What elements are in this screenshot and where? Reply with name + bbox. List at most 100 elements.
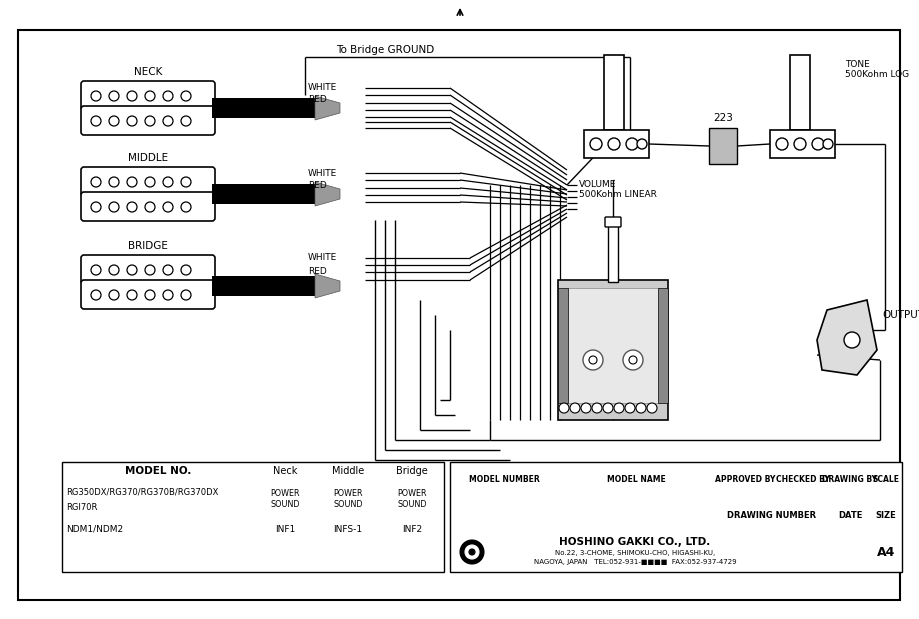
Bar bbox=[789, 55, 809, 130]
Circle shape bbox=[181, 265, 191, 275]
Circle shape bbox=[91, 265, 101, 275]
Text: INF2: INF2 bbox=[402, 524, 422, 534]
Text: VOLUME
500Kohm LINEAR: VOLUME 500Kohm LINEAR bbox=[578, 180, 656, 199]
Circle shape bbox=[91, 91, 101, 101]
Text: OUTPUT: OUTPUT bbox=[881, 310, 919, 320]
Circle shape bbox=[163, 91, 173, 101]
Circle shape bbox=[108, 116, 119, 126]
Text: RED: RED bbox=[308, 95, 326, 105]
Circle shape bbox=[588, 356, 596, 364]
Circle shape bbox=[181, 202, 191, 212]
Text: POWER
SOUND: POWER SOUND bbox=[333, 489, 362, 509]
FancyBboxPatch shape bbox=[81, 255, 215, 284]
Circle shape bbox=[843, 332, 859, 348]
Circle shape bbox=[91, 116, 101, 126]
Text: RED: RED bbox=[308, 181, 326, 191]
Circle shape bbox=[559, 403, 568, 413]
Circle shape bbox=[91, 177, 101, 187]
Circle shape bbox=[469, 549, 474, 555]
Circle shape bbox=[127, 91, 137, 101]
Circle shape bbox=[145, 177, 154, 187]
Circle shape bbox=[163, 290, 173, 300]
Bar bbox=[211, 98, 314, 118]
Text: MODEL NO.: MODEL NO. bbox=[125, 466, 191, 476]
Circle shape bbox=[464, 545, 479, 559]
FancyBboxPatch shape bbox=[605, 217, 620, 227]
Circle shape bbox=[581, 403, 590, 413]
Circle shape bbox=[145, 290, 154, 300]
Circle shape bbox=[793, 138, 805, 150]
Text: INF1: INF1 bbox=[275, 524, 295, 534]
Circle shape bbox=[570, 403, 579, 413]
Bar bbox=[769, 130, 834, 158]
Circle shape bbox=[145, 202, 154, 212]
Circle shape bbox=[591, 403, 601, 413]
Text: 223: 223 bbox=[712, 113, 732, 123]
Text: Middle: Middle bbox=[332, 466, 364, 476]
Circle shape bbox=[622, 350, 642, 370]
FancyBboxPatch shape bbox=[81, 106, 215, 135]
Circle shape bbox=[635, 403, 645, 413]
Bar bbox=[558, 280, 667, 420]
Text: WHITE: WHITE bbox=[308, 168, 337, 178]
Text: RG350DX/RG370/RG370B/RG370DX: RG350DX/RG370/RG370B/RG370DX bbox=[66, 488, 218, 496]
Circle shape bbox=[108, 177, 119, 187]
Circle shape bbox=[163, 265, 173, 275]
Circle shape bbox=[602, 403, 612, 413]
Polygon shape bbox=[314, 274, 340, 298]
Text: SCALE: SCALE bbox=[871, 475, 899, 485]
Circle shape bbox=[127, 202, 137, 212]
Circle shape bbox=[145, 116, 154, 126]
Bar bbox=[709, 128, 736, 164]
Circle shape bbox=[127, 290, 137, 300]
Text: SIZE: SIZE bbox=[875, 511, 895, 521]
Bar bbox=[607, 220, 618, 282]
FancyBboxPatch shape bbox=[81, 280, 215, 309]
Circle shape bbox=[163, 116, 173, 126]
Circle shape bbox=[625, 138, 637, 150]
Text: NAGOYA, JAPAN   TEL:052-931-■■■■  FAX:052-937-4729: NAGOYA, JAPAN TEL:052-931-■■■■ FAX:052-9… bbox=[533, 559, 735, 565]
Circle shape bbox=[127, 177, 137, 187]
Circle shape bbox=[91, 202, 101, 212]
Text: RGI70R: RGI70R bbox=[66, 503, 97, 511]
Circle shape bbox=[108, 202, 119, 212]
Circle shape bbox=[629, 356, 636, 364]
Text: Bridge: Bridge bbox=[396, 466, 427, 476]
Text: To Bridge GROUND: To Bridge GROUND bbox=[335, 45, 434, 55]
Text: APPROVED BY: APPROVED BY bbox=[714, 475, 775, 485]
Circle shape bbox=[613, 403, 623, 413]
Text: POWER
SOUND: POWER SOUND bbox=[270, 489, 300, 509]
Circle shape bbox=[91, 290, 101, 300]
Text: MODEL NUMBER: MODEL NUMBER bbox=[468, 475, 539, 485]
Bar bbox=[657, 288, 667, 403]
Circle shape bbox=[811, 138, 823, 150]
Circle shape bbox=[181, 91, 191, 101]
Bar bbox=[584, 130, 648, 158]
Text: WHITE: WHITE bbox=[308, 82, 337, 92]
Bar bbox=[604, 55, 623, 130]
Circle shape bbox=[589, 138, 601, 150]
Circle shape bbox=[823, 139, 832, 149]
Circle shape bbox=[145, 265, 154, 275]
Text: WHITE: WHITE bbox=[308, 254, 337, 262]
Circle shape bbox=[775, 138, 788, 150]
Polygon shape bbox=[816, 300, 876, 375]
Bar bbox=[211, 276, 314, 296]
Circle shape bbox=[181, 116, 191, 126]
Polygon shape bbox=[314, 96, 340, 120]
Text: INFS-1: INFS-1 bbox=[333, 524, 362, 534]
Circle shape bbox=[460, 540, 483, 564]
Circle shape bbox=[181, 290, 191, 300]
Polygon shape bbox=[314, 182, 340, 206]
Text: HOSHINO GAKKI CO., LTD.: HOSHINO GAKKI CO., LTD. bbox=[559, 537, 709, 547]
Text: BRIDGE: BRIDGE bbox=[128, 241, 168, 251]
Text: CHECKED BY: CHECKED BY bbox=[775, 475, 829, 485]
FancyBboxPatch shape bbox=[81, 81, 215, 110]
Text: DRAWING NUMBER: DRAWING NUMBER bbox=[727, 511, 816, 521]
Circle shape bbox=[646, 403, 656, 413]
Bar bbox=[558, 288, 567, 403]
Text: Neck: Neck bbox=[273, 466, 297, 476]
Text: POWER
SOUND: POWER SOUND bbox=[397, 489, 426, 509]
Bar bbox=[62, 462, 444, 572]
Text: RED: RED bbox=[308, 267, 326, 275]
